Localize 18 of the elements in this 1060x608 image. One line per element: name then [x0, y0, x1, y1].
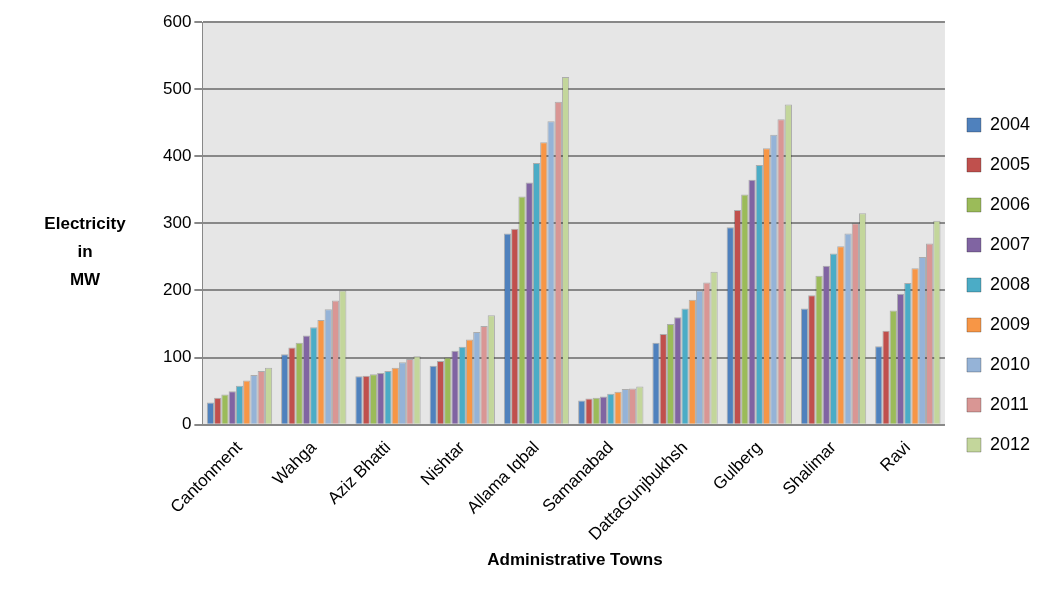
legend-label: 2011 [989, 393, 1029, 414]
x-axis-title: Administrative Towns [486, 550, 664, 570]
y-tick-label: 200 [162, 280, 192, 300]
y-tick-label: 500 [162, 78, 192, 98]
y-axis-title: Electricity in MW [43, 213, 127, 291]
legend-label: 2012 [989, 433, 1030, 454]
legend-label: 2010 [989, 353, 1030, 374]
legend-label: 2006 [989, 193, 1030, 214]
y-tick-label: 300 [162, 213, 192, 233]
y-tick-label: 0 [181, 414, 192, 434]
y-tick-label: 400 [162, 145, 192, 165]
y-tick-label: 100 [162, 347, 192, 367]
legend-label: 2005 [989, 153, 1030, 174]
legend-label: 2004 [989, 113, 1030, 134]
y-tick-label: 600 [162, 11, 192, 31]
legend-label: 2009 [989, 313, 1030, 334]
legend-label: 2007 [989, 233, 1030, 254]
legend-label: 2008 [989, 273, 1030, 294]
